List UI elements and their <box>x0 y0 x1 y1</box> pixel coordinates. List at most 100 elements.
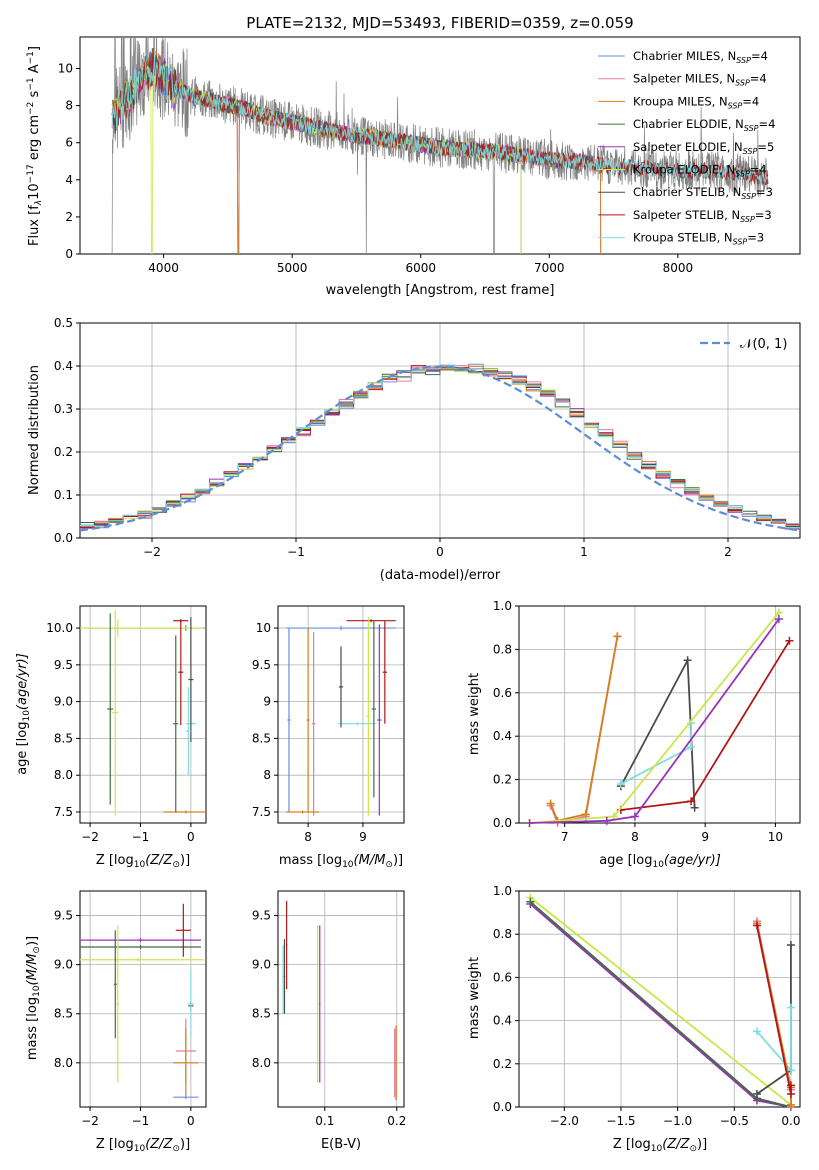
y-tick-label: 8 <box>263 768 271 782</box>
data-point-marker <box>786 1003 795 1012</box>
y-tick-label: 9.5 <box>252 658 271 672</box>
y-axis-label: Flux [fλ10−17 erg cm−2 s−1 A−1] <box>26 46 44 246</box>
y-tick-label: 10 <box>58 62 73 76</box>
weight_vs_z-frame <box>518 890 801 1108</box>
y-tick-label: 9 <box>263 695 271 709</box>
y-axis-label: age [log10(age/yr)] <box>15 653 32 775</box>
y-axis-label: mass [log10(M/M⊙)] <box>25 936 42 1060</box>
y-tick-label: 6 <box>65 136 73 150</box>
data-point-marker <box>752 1027 761 1036</box>
data-point-marker <box>786 941 795 949</box>
y-tick-label: 0.8 <box>493 642 512 656</box>
y-tick-label: 0.3 <box>54 402 73 416</box>
model-spectrum-kroupa_stelib <box>111 54 769 185</box>
x-tick-label: 0 <box>187 1114 195 1128</box>
y-tick-label: 0.6 <box>493 970 512 984</box>
legend-entry: Salpeter ELODIE, NSSP=5 <box>633 140 774 156</box>
y-tick-label: 8.0 <box>252 1056 271 1070</box>
y-tick-label: 7.5 <box>252 805 271 819</box>
x-tick-label: 2 <box>724 545 732 559</box>
y-tick-label: 8.0 <box>54 1056 73 1070</box>
x-tick-label: 0.2 <box>387 1114 406 1128</box>
y-axis-label: mass weight <box>467 957 482 1039</box>
data-point-marker <box>526 897 535 906</box>
x-axis-label: Z [log10(Z/Z⊙)] <box>613 1137 707 1154</box>
x-tick-label: 7 <box>561 830 569 844</box>
data-point-marker <box>613 632 622 641</box>
x-axis-label: Z [log10(Z/Z⊙)] <box>96 1137 190 1154</box>
y-tick-label: 0.2 <box>493 773 512 787</box>
y-tick-label: 0.2 <box>54 445 73 459</box>
x-tick-label: −1.5 <box>606 1114 635 1128</box>
x-tick-label: −0.5 <box>720 1114 749 1128</box>
x-tick-label: 9 <box>359 830 367 844</box>
y-tick-label: 8.5 <box>54 731 73 745</box>
age_vs_z-axes <box>80 606 206 823</box>
x-tick-label: 9 <box>701 830 709 844</box>
x-tick-label: −1.0 <box>663 1114 692 1128</box>
y-tick-label: 8.5 <box>252 731 271 745</box>
x-tick-label: −1 <box>132 1114 150 1128</box>
data-point-marker <box>683 656 692 665</box>
data-point-marker <box>690 803 699 812</box>
y-tick-label: 9.5 <box>54 909 73 923</box>
y-tick-label: 0.0 <box>493 1100 512 1114</box>
y-tick-label: 9.0 <box>54 958 73 972</box>
legend-entry: Chabrier MILES, NSSP=4 <box>633 49 768 65</box>
legend-entry: 𝒩(0, 1) <box>740 337 787 352</box>
y-axis-label: Normed distribution <box>27 365 42 495</box>
x-tick-label: 8 <box>631 830 639 844</box>
spectrum-frame <box>79 36 801 255</box>
x-tick-label: −1 <box>287 545 305 559</box>
y-tick-label: 9.5 <box>252 909 271 923</box>
weight-line-salpeter_miles <box>549 636 619 825</box>
data-point-marker <box>786 1081 795 1090</box>
y-tick-label: 9.0 <box>252 958 271 972</box>
y-tick-label: 9.0 <box>54 695 73 709</box>
weight_vs_age-frame <box>518 605 801 824</box>
y-tick-label: 8 <box>65 99 73 113</box>
y-axis-label: mass weight <box>467 673 482 755</box>
data-point-marker <box>785 636 794 645</box>
data-point-marker <box>752 1090 761 1099</box>
data-point-marker <box>786 1090 795 1099</box>
figure-title: PLATE=2132, MJD=53493, FIBERID=0359, z=0… <box>246 14 633 32</box>
y-tick-label: 0.0 <box>54 531 73 545</box>
weight-line-salpeter_stelib <box>756 925 792 1095</box>
weight-line-salpeter_elodie <box>529 618 780 824</box>
y-tick-label: 8.5 <box>252 1007 271 1021</box>
x-tick-label: 1 <box>580 545 588 559</box>
age_vs_z-frame <box>79 605 207 824</box>
data-point-marker <box>525 819 534 827</box>
data-point-marker <box>616 779 625 788</box>
y-tick-label: 0.2 <box>493 1057 512 1071</box>
y-tick-label: 8.5 <box>54 1007 73 1021</box>
legend-entry: Chabrier STELIB, NSSP=3 <box>633 185 773 201</box>
x-axis-label: E(B-V) <box>321 1137 361 1152</box>
x-tick-label: 8000 <box>663 261 694 275</box>
x-axis-label: Z [log10(Z/Z⊙)] <box>96 853 190 870</box>
data-point-marker <box>687 743 696 752</box>
legend-entry: Kroupa MILES, NSSP=4 <box>633 94 759 110</box>
x-axis-label: age [log10(age/yr)] <box>599 853 721 870</box>
y-tick-label: 0.4 <box>493 729 512 743</box>
histogram-kroupa_stelib <box>80 364 800 529</box>
y-tick-label: 0.8 <box>493 927 512 941</box>
y-tick-label: 2 <box>65 210 73 224</box>
y-tick-label: 1.0 <box>493 884 512 898</box>
weight-line-kroupa_miles <box>549 636 619 822</box>
x-tick-label: −2.0 <box>550 1114 579 1128</box>
data-point-marker <box>546 799 555 808</box>
x-axis-label: wavelength [Angstrom, rest frame] <box>326 283 555 298</box>
gaussian-curve <box>79 365 801 532</box>
x-tick-label: −2 <box>143 545 161 559</box>
x-tick-label: −2 <box>81 830 99 844</box>
legend-entry: Salpeter STELIB, NSSP=3 <box>633 208 772 224</box>
x-axis-label: (data-model)/error <box>380 568 501 583</box>
y-tick-label: 10 <box>256 621 271 635</box>
y-tick-label: 9.5 <box>54 658 73 672</box>
y-tick-label: 0.4 <box>54 359 73 373</box>
mass_vs_z-axes <box>80 891 206 1107</box>
y-tick-label: 4 <box>65 173 73 187</box>
